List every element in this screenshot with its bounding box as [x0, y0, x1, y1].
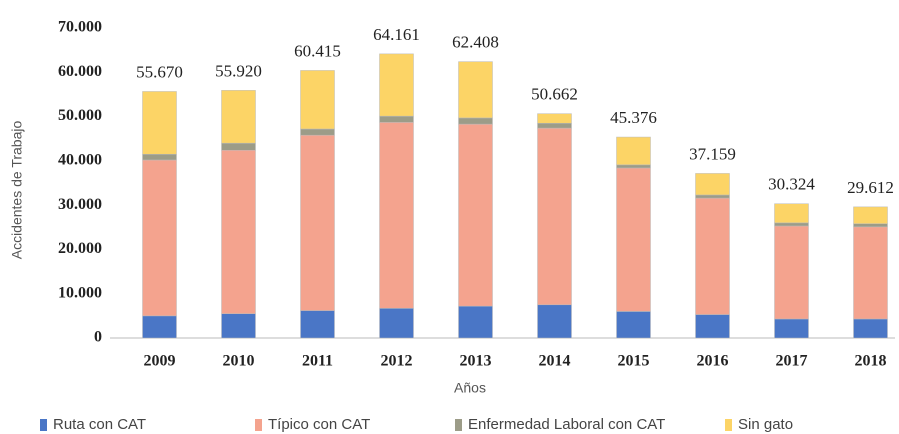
total-label: 29.612 [847, 178, 894, 197]
bar-segment [774, 222, 809, 227]
bar-segment [221, 313, 256, 339]
x-tick-label: 2017 [776, 353, 808, 370]
legend-swatch [455, 419, 462, 431]
bar-segment [458, 305, 493, 339]
x-axis-title: Años [454, 380, 486, 396]
bar-segment [221, 90, 256, 144]
y-tick-label: 60.000 [58, 63, 102, 80]
legend-swatch [255, 419, 262, 431]
bar-segment [300, 134, 335, 311]
legend-label: Típico con CAT [268, 416, 370, 433]
bar-segment [853, 223, 888, 228]
bar-segment [695, 194, 730, 199]
x-tick-label: 2015 [618, 353, 650, 370]
bar-segment [458, 61, 493, 119]
total-label: 30.324 [768, 175, 815, 194]
bar-segment [774, 203, 809, 224]
bar-segment [379, 53, 414, 117]
bar-segment [458, 123, 493, 307]
bar-segment [853, 226, 888, 320]
bar-segment [300, 70, 335, 130]
y-tick-label: 0 [94, 329, 102, 346]
total-label: 50.662 [531, 85, 578, 104]
x-tick-label: 2018 [855, 353, 887, 370]
bar-segment [616, 136, 651, 166]
bar-segment [300, 128, 335, 136]
bar-segment [142, 91, 177, 155]
x-tick-label: 2012 [381, 353, 413, 370]
x-tick-label: 2016 [697, 353, 729, 370]
legend-label: Sin gato [738, 416, 793, 433]
total-label: 60.415 [294, 41, 341, 60]
bar-segment [695, 314, 730, 339]
bar-segment [142, 315, 177, 339]
bar-segment [616, 311, 651, 339]
bar-segment [616, 164, 651, 169]
total-label: 64.161 [373, 25, 420, 44]
bar-segment [774, 318, 809, 339]
legend-swatch [40, 419, 47, 431]
y-tick-label: 40.000 [58, 152, 102, 169]
bar-segment [853, 318, 888, 339]
y-tick-label: 50.000 [58, 107, 102, 124]
bar-segment [458, 117, 493, 125]
total-label: 45.376 [610, 108, 657, 127]
total-label: 55.670 [136, 62, 183, 81]
y-axis-title: Accidentes de Trabajo [9, 121, 25, 260]
bar-segment [695, 173, 730, 196]
bar-segment [379, 122, 414, 309]
x-tick-label: 2011 [302, 353, 333, 370]
bar-segment [537, 304, 572, 339]
bar-segment [142, 159, 177, 317]
bar-segment [537, 113, 572, 124]
x-tick-label: 2013 [460, 353, 492, 370]
x-tick-label: 2014 [539, 353, 571, 370]
y-tick-label: 10.000 [58, 284, 102, 301]
bar-segment [537, 127, 572, 306]
total-label: 37.159 [689, 144, 736, 163]
legend-swatch [725, 419, 732, 431]
bar-segment [300, 310, 335, 339]
bar-segment [379, 115, 414, 123]
legend-label: Ruta con CAT [53, 416, 146, 433]
y-tick-label: 30.000 [58, 196, 102, 213]
bar-segment [221, 142, 256, 151]
bar-segment [853, 206, 888, 224]
y-tick-label: 70.000 [58, 19, 102, 36]
bar-segment [616, 167, 651, 312]
bar-segment [537, 122, 572, 129]
x-tick-label: 2010 [223, 353, 255, 370]
bar-segment [142, 153, 177, 161]
legend-label: Enfermedad Laboral con CAT [468, 416, 665, 433]
bar-segment [379, 308, 414, 339]
total-label: 55.920 [215, 61, 262, 80]
bar-segment [221, 149, 256, 314]
bar-segment [774, 225, 809, 320]
total-label: 62.408 [452, 33, 499, 52]
x-tick-label: 2009 [144, 353, 176, 370]
y-tick-label: 20.000 [58, 240, 102, 257]
bar-segment [695, 197, 730, 315]
